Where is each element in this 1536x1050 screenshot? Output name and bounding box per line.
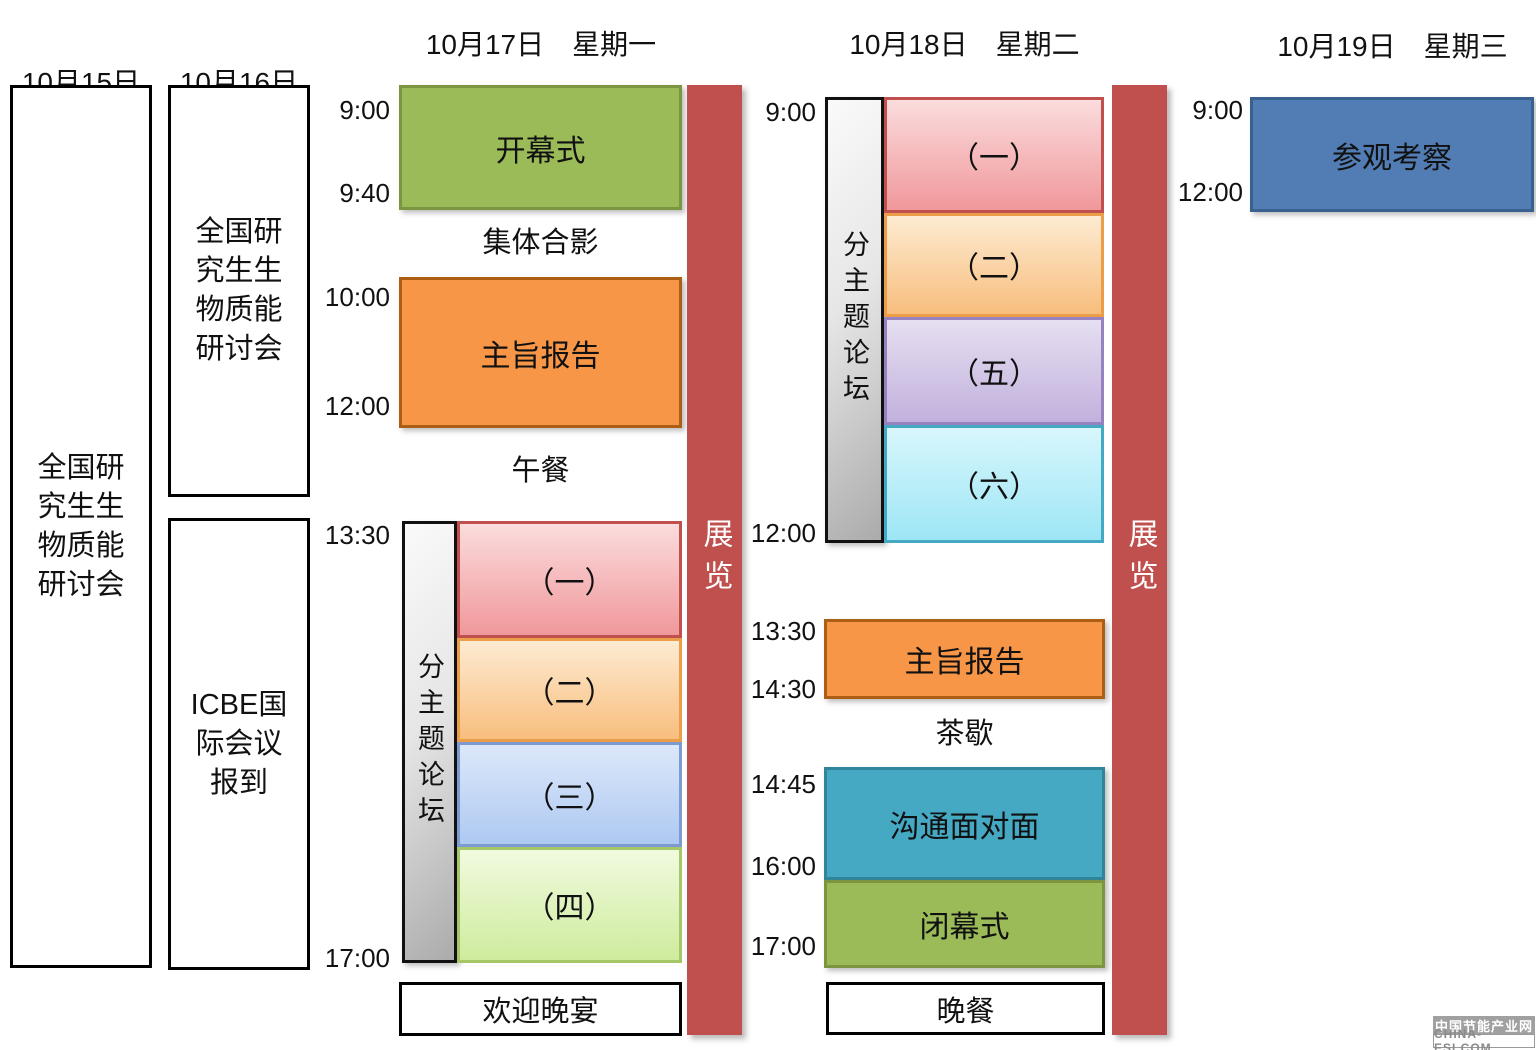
day18-time-1430: 14:30 (750, 674, 816, 704)
day17-lunch-label: 午餐 (511, 455, 570, 487)
day17-forum-2-box: （二） (457, 638, 682, 742)
day17-time-1700: 17:00 (324, 943, 390, 973)
day19-time-0900: 9:00 (1192, 95, 1243, 125)
day18-forum-5-box: （五） (884, 317, 1104, 425)
day17-welcome-dinner-box: 欢迎晚宴 (399, 982, 682, 1036)
day16-morning-label: 全国研究生生物质能研讨会 (195, 216, 283, 365)
day17-keynote-box: 主旨报告 (399, 277, 682, 428)
day18-forum-6-box: （六） (884, 425, 1104, 543)
watermark-site-name: 中国节能产业网 (1433, 1016, 1535, 1034)
day17-forum-4-box: （四） (457, 847, 682, 963)
day18-subforum-sidebar: 分主题论坛 (825, 97, 884, 543)
day17-exhibition-label: 展览 (698, 518, 732, 602)
day17-time-1200: 12:00 (324, 391, 390, 421)
day17-subforum-sidebar: 分主题论坛 (402, 521, 457, 963)
day18-exhibition-bar: 展览 (1112, 85, 1167, 1035)
day17-time-0900: 9:00 (339, 95, 390, 125)
day18-forum-1-box: （一） (884, 97, 1104, 213)
day18-time-1445: 14:45 (750, 769, 816, 799)
day18-keynote-box: 主旨报告 (824, 619, 1105, 699)
day17-forum-3-box: （三） (457, 742, 682, 847)
day19-visit-tour-box: 参观考察 (1250, 97, 1534, 212)
day18-exhibition-label: 展览 (1123, 518, 1157, 602)
day19-time-1200: 12:00 (1177, 177, 1243, 207)
day18-closing-ceremony-box: 闭幕式 (824, 880, 1105, 968)
day17-subforum-label: 分主题论坛 (414, 652, 444, 832)
day17-opening-ceremony-box: 开幕式 (399, 85, 682, 210)
day18-header: 10月18日 星期二 (849, 29, 1080, 60)
day18-time-1200: 12:00 (750, 518, 816, 548)
day17-time-0940: 9:40 (339, 178, 390, 208)
day18-time-0900: 9:00 (765, 97, 816, 127)
day17-time-1000: 10:00 (324, 282, 390, 312)
day18-subforum-label: 分主题论坛 (839, 230, 869, 410)
day18-face-to-face-box: 沟通面对面 (824, 767, 1105, 880)
day18-forum-2-box: （二） (884, 213, 1104, 317)
day18-time-1600: 16:00 (750, 851, 816, 881)
day17-time-1330: 13:30 (324, 520, 390, 550)
day18-tea-break-label: 茶歇 (935, 718, 994, 750)
day15-event-box: 全国研究生生物质能研讨会 (10, 85, 152, 968)
day18-dinner-box: 晚餐 (826, 982, 1105, 1035)
day15-event-label: 全国研究生生物质能研讨会 (37, 451, 125, 601)
day18-time-1700: 17:00 (750, 931, 816, 961)
day16-afternoon-label: ICBE国际会议报到 (190, 688, 288, 799)
day16-afternoon-box: ICBE国际会议报到 (168, 518, 310, 970)
day17-group-photo-label: 集体合影 (482, 227, 599, 259)
day17-header: 10月17日 星期一 (425, 29, 657, 60)
day19-header: 10月19日 星期三 (1277, 31, 1508, 62)
watermark-site-url: CHINA-ESI.COM (1433, 1027, 1535, 1050)
day17-exhibition-bar: 展览 (687, 85, 742, 1035)
day17-forum-1-box: （一） (457, 521, 682, 638)
day16-morning-box: 全国研究生生物质能研讨会 (168, 85, 310, 497)
day18-time-1330: 13:30 (750, 616, 816, 646)
